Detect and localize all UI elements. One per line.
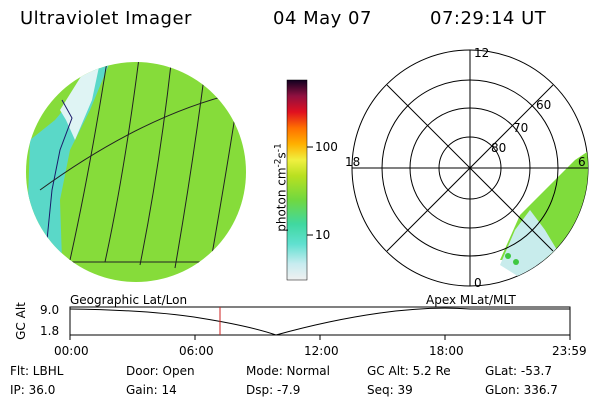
orbit-right-title: Apex MLat/MLT <box>426 293 516 307</box>
gc-alt-value: GC Alt: 5.2 Re <box>367 364 451 378</box>
coast-bright-region <box>60 62 100 140</box>
mlt-label-0: 0 <box>474 276 482 290</box>
filter-value: Flt: LBHL <box>10 364 64 378</box>
colorbar-unit-s: s <box>274 152 289 159</box>
colorbar-tick-label: 10 <box>315 228 331 242</box>
orbit-x-tick: 23:59 <box>552 344 587 358</box>
glon-value: GLon: 336.7 <box>485 383 558 397</box>
orbit-x-tick: 06:00 <box>179 344 214 358</box>
colorbar-tick-label: 100 <box>315 140 338 154</box>
globe-image <box>26 62 246 282</box>
coastline <box>43 99 73 271</box>
mlt-label-18: 18 <box>345 155 361 169</box>
meridian-line <box>69 62 109 261</box>
mlt-label-6: 6 <box>578 155 586 169</box>
mlat-label-70: 70 <box>513 121 529 135</box>
polar-plot <box>351 49 589 287</box>
colorbar <box>286 79 308 281</box>
gain-value: Gain: 14 <box>126 383 177 397</box>
orbit-plot-frame <box>69 306 571 336</box>
orbit-x-tick: 00:00 <box>54 344 89 358</box>
meridian-line <box>104 62 141 263</box>
date-label: 04 May 07 <box>273 8 372 29</box>
colorbar-unit-label: photon cm-2s-1 <box>274 123 289 253</box>
dsp-value: Dsp: -7.9 <box>246 383 301 397</box>
glat-value: GLat: -53.7 <box>485 364 552 378</box>
seq-value: Seq: 39 <box>367 383 413 397</box>
instrument-title: Ultraviolet Imager <box>20 8 192 29</box>
meridian-line <box>174 69 206 269</box>
coast-aurora-region <box>28 62 110 260</box>
colorbar-unit-exp: -2 <box>273 158 284 168</box>
mlt-label-12: 12 <box>474 46 490 60</box>
orbit-left-title: Geographic Lat/Lon <box>70 293 188 307</box>
orbit-x-tick: 18:00 <box>429 344 464 358</box>
polar-axis-diagonal <box>386 84 554 252</box>
time-label: 07:29:14 UT <box>430 8 547 29</box>
orbit-y-axis-title: GC Alt <box>14 302 28 340</box>
colorbar-unit-text: photon cm <box>274 167 289 232</box>
orbit-x-tick: 12:00 <box>304 344 339 358</box>
meridian-line <box>209 109 237 267</box>
door-status: Door: Open <box>126 364 195 378</box>
orbit-y-tick: 9.0 <box>40 303 60 317</box>
altitude-curve <box>69 307 570 336</box>
colorbar-unit-exp: -1 <box>273 143 284 153</box>
meridian-line <box>139 62 173 266</box>
mlat-label-80: 80 <box>491 141 507 155</box>
mlat-label-60: 60 <box>536 98 552 112</box>
orbit-y-tick: 1.8 <box>40 324 60 338</box>
mode-value: Mode: Normal <box>246 364 330 378</box>
ip-value: IP: 36.0 <box>10 383 56 397</box>
